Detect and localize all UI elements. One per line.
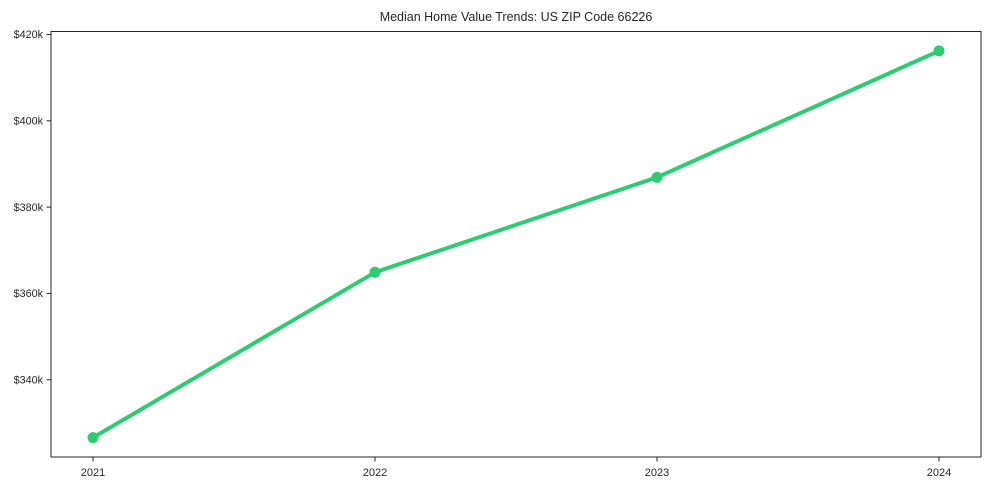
series-layer (87, 45, 945, 444)
y-tick-label: $420k (14, 29, 44, 41)
y-tick-label: $360k (14, 288, 44, 300)
x-tick-label: 2021 (81, 467, 105, 479)
x-tick-label: 2022 (363, 467, 387, 479)
data-point-marker (651, 171, 663, 183)
data-point-marker (369, 266, 381, 278)
x-axis: 2021 2022 2023 2024 (81, 457, 951, 479)
x-tick-label: 2023 (645, 467, 669, 479)
series-line (91, 48, 941, 440)
data-point-marker (933, 45, 945, 57)
plot-frame (50, 31, 982, 458)
chart-title: Median Home Value Trends: US ZIP Code 66… (380, 10, 653, 24)
y-axis: $340k $360k $380k $400k $420k (14, 29, 51, 386)
x-tick-label: 2024 (927, 467, 951, 479)
y-tick-label: $400k (14, 116, 44, 128)
y-tick-label: $380k (14, 202, 44, 214)
plot-border (50, 31, 982, 458)
y-tick-label: $340k (14, 374, 44, 386)
data-point-marker (87, 432, 99, 444)
